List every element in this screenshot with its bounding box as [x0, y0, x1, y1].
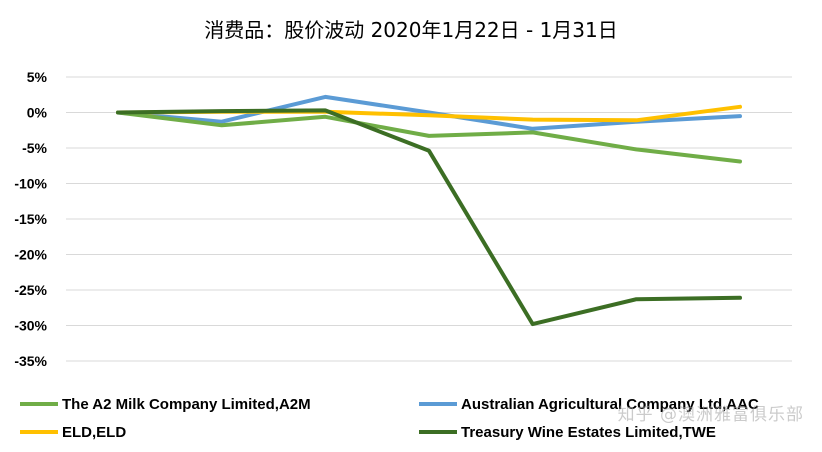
- y-tick-label: -30%: [14, 318, 47, 334]
- y-tick-label: -20%: [14, 247, 47, 263]
- y-tick-label: 0%: [27, 105, 48, 121]
- chart-title: 消费品：股价波动 2020年1月22日 - 1月31日: [204, 18, 618, 42]
- legend-label: The A2 Milk Company Limited,A2M: [62, 396, 311, 413]
- legend-label: Australian Agricultural Company Ltd,AAC: [461, 396, 759, 413]
- y-tick-label: -25%: [14, 282, 47, 298]
- legend-label: ELD,ELD: [62, 424, 126, 441]
- series-line-3: [116, 104, 742, 123]
- legend-label: Treasury Wine Estates Limited,TWE: [461, 424, 716, 441]
- y-tick-label: -10%: [14, 176, 47, 192]
- y-tick-label: -15%: [14, 211, 47, 227]
- series-line-4: [116, 108, 742, 327]
- series-line-1: [116, 110, 742, 164]
- watermark: 知乎 @澳洲雅富俱乐部: [617, 405, 804, 425]
- y-tick-label: -5%: [22, 140, 47, 156]
- y-tick-label: 5%: [27, 69, 48, 85]
- y-tick-label: -35%: [14, 353, 47, 369]
